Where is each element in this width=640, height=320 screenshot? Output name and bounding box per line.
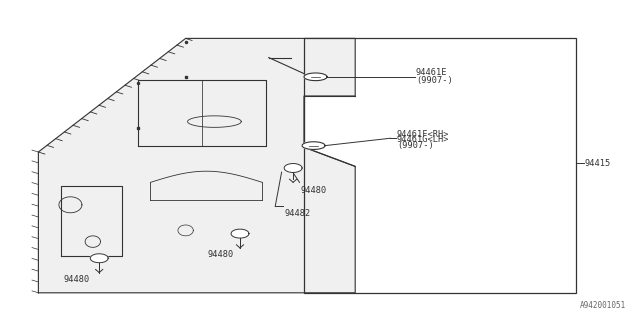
Polygon shape [304,73,327,81]
Text: (9907-): (9907-) [397,141,433,150]
Text: 94480: 94480 [207,250,234,259]
Polygon shape [38,38,355,293]
Text: 94461E: 94461E [416,68,447,77]
Polygon shape [231,229,249,238]
Text: 94461G<LH>: 94461G<LH> [397,135,449,144]
Text: 94480: 94480 [63,275,90,284]
Polygon shape [284,164,302,172]
Text: 94415: 94415 [585,159,611,168]
Text: 94482: 94482 [284,209,310,218]
Text: 94461F<RH>: 94461F<RH> [397,130,449,139]
Polygon shape [90,254,108,263]
Text: A942001051: A942001051 [580,301,626,310]
Polygon shape [302,142,325,149]
Text: 94480: 94480 [301,186,327,195]
Text: (9907-): (9907-) [416,76,452,85]
Bar [304,38,576,293]
